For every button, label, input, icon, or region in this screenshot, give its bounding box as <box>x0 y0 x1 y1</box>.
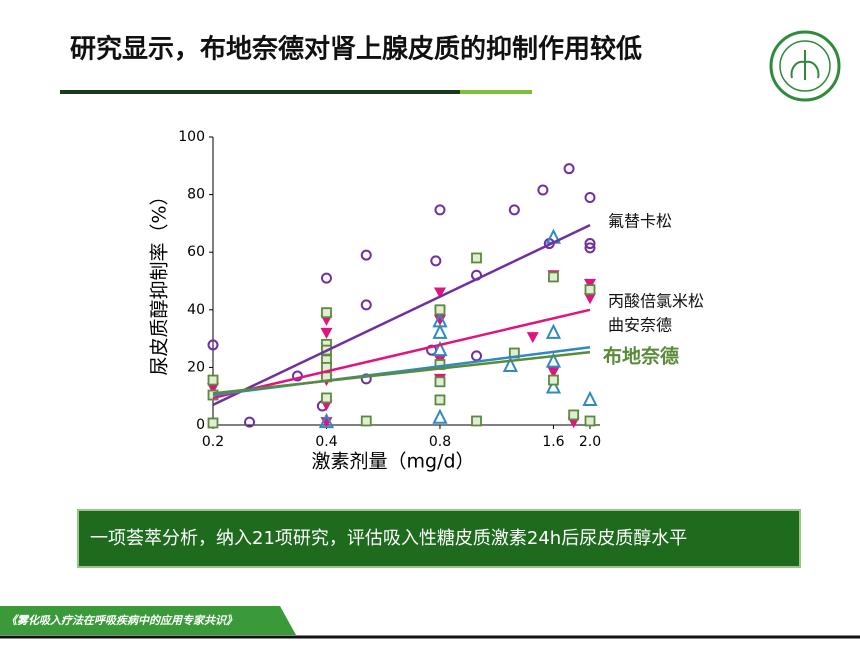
data-point <box>320 272 332 284</box>
data-point <box>432 408 448 424</box>
data-point <box>433 314 446 326</box>
data-point <box>360 415 372 427</box>
x-tick-label: 0.8 <box>429 434 451 450</box>
y-tick-label: 20 <box>187 359 205 375</box>
footer-text: 《雾化吸入疗法在呼吸疾病中的应用专家共识》 <box>6 614 237 627</box>
data-point <box>545 352 562 368</box>
x-tick-label: 2.0 <box>579 434 601 450</box>
data-point <box>434 394 446 406</box>
trend-line <box>212 350 591 395</box>
data-point <box>321 307 332 319</box>
data-point <box>360 249 372 261</box>
y-axis-label: 尿皮质醇抑制率（%） <box>149 186 171 375</box>
data-point <box>545 378 562 394</box>
data-point <box>207 339 219 351</box>
data-point <box>584 284 596 296</box>
x-tick-label: 0.4 <box>315 434 337 450</box>
data-point <box>207 383 219 395</box>
legend-label: 曲安奈德 <box>608 316 672 335</box>
data-point <box>321 392 332 404</box>
data-point <box>584 191 596 203</box>
data-point <box>508 204 520 216</box>
data-point <box>584 415 596 427</box>
data-point <box>502 356 519 372</box>
legend-label: 布地奈德 <box>603 345 679 368</box>
data-point <box>432 340 448 357</box>
trend-line <box>212 223 591 406</box>
data-point <box>434 304 446 316</box>
data-point <box>207 374 219 386</box>
data-point <box>548 374 559 386</box>
x-tick-label: 0.2 <box>202 434 224 450</box>
data-point <box>584 238 596 250</box>
y-tick-label: 40 <box>187 302 205 318</box>
data-point <box>537 184 549 196</box>
data-point <box>471 350 483 362</box>
y-tick-label: 80 <box>187 187 205 203</box>
data-point <box>244 416 256 428</box>
data-point <box>207 417 219 429</box>
data-point <box>433 287 446 299</box>
data-point <box>563 163 575 175</box>
data-point <box>545 323 562 339</box>
data-point <box>320 327 333 339</box>
y-tick-label: 60 <box>187 244 205 260</box>
x-axis-label: 激素剂量（mg/d） <box>311 451 474 473</box>
data-point <box>547 367 560 379</box>
data-point <box>526 332 539 344</box>
logo <box>769 30 841 102</box>
data-point <box>584 293 596 305</box>
data-point <box>318 412 335 429</box>
y-tick-label: 0 <box>196 417 205 433</box>
x-tick-label: 1.6 <box>542 434 564 450</box>
slide-title: 研究显示，布地奈德对肾上腺皮质的抑制作用较低 <box>70 34 642 65</box>
data-point <box>434 376 446 388</box>
data-point <box>584 242 596 254</box>
data-point <box>360 299 372 311</box>
footer-band <box>0 606 296 635</box>
legend-label: 丙酸倍氯米松 <box>608 292 704 311</box>
data-point <box>582 390 598 406</box>
note-text: 一项荟萃分析，纳入21项研究，评估吸入性糖皮质激素24h后尿皮质醇水平 <box>90 528 687 549</box>
data-point <box>434 204 446 216</box>
data-point <box>471 252 482 264</box>
data-point <box>430 255 442 267</box>
trend-line <box>212 308 591 400</box>
data-point <box>432 323 448 339</box>
data-point <box>568 409 580 421</box>
note-box <box>77 509 801 568</box>
y-tick-label: 100 <box>178 129 205 145</box>
data-point <box>548 271 559 283</box>
legend-label: 氟替卡松 <box>608 212 672 231</box>
data-point <box>471 415 482 427</box>
